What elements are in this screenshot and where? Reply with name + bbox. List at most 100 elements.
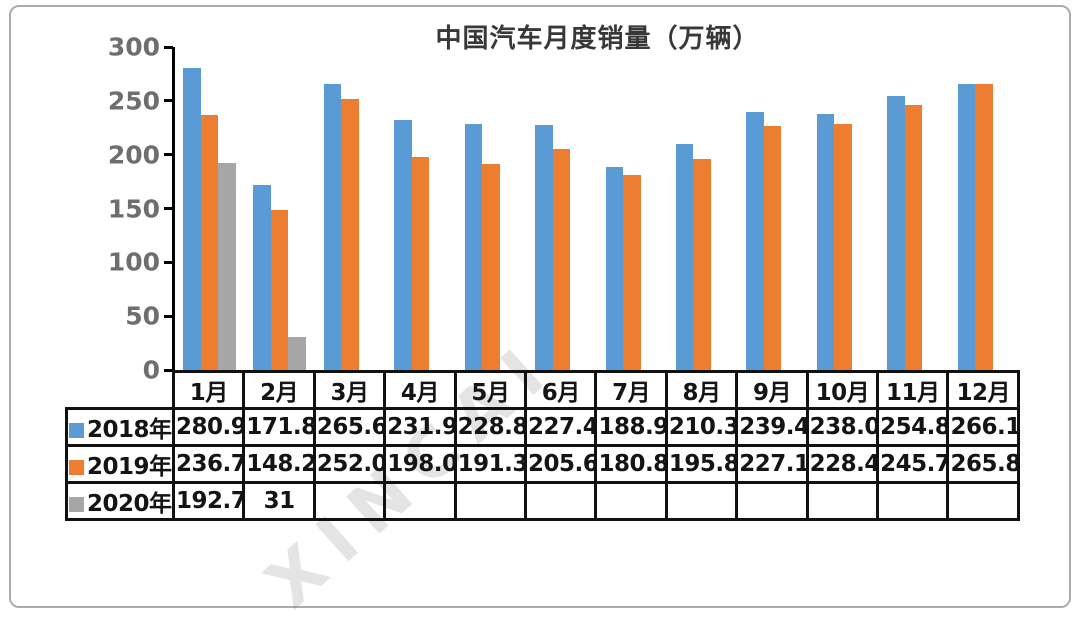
value-cell: 245.7 <box>876 444 950 484</box>
legend-swatch-icon <box>69 460 84 475</box>
bar-slot <box>411 47 430 370</box>
bar-slot <box>429 47 447 370</box>
value-cell: 180.8 <box>594 444 668 484</box>
month-header-cell: 10月 <box>805 370 880 410</box>
bar-2019年-11月 <box>904 105 923 370</box>
value-cell <box>805 481 880 521</box>
bar-slot <box>359 47 377 370</box>
bar-slot <box>288 47 306 370</box>
y-axis-tick-mark <box>164 260 173 264</box>
month-header-cell: 11月 <box>876 370 950 410</box>
value-cell <box>383 481 457 521</box>
bar-group-4月 <box>386 47 456 370</box>
table-row-2020年: 2020年 192.7 31 <box>65 481 1020 521</box>
value-cell: 236.7 <box>171 444 246 484</box>
bar-2020年-2月 <box>288 336 306 370</box>
corner-cell <box>67 372 174 409</box>
bar-2019年-9月 <box>763 125 782 370</box>
value-cell <box>876 481 950 521</box>
bar-2019年-2月 <box>270 210 289 370</box>
table-row-2018年: 2018年 280.9 171.8 265.6 231.9 228.8 227.4 188.9… <box>65 407 1020 447</box>
bar-group-12月 <box>950 47 1020 370</box>
bar-2019年-10月 <box>834 124 852 370</box>
month-header-cell: 2月 <box>242 370 316 410</box>
y-axis-tick-label: 50 <box>125 301 160 331</box>
y-axis-tick-mark <box>164 99 173 103</box>
bar-slot <box>641 47 659 370</box>
bar-slot <box>922 47 940 370</box>
bar-groups <box>175 47 1020 370</box>
bar-slot <box>200 47 218 370</box>
month-header-cell: 1月 <box>171 370 246 410</box>
y-axis-tick-mark <box>164 314 173 318</box>
bar-group-7月 <box>598 47 668 370</box>
legend-swatch-icon <box>69 423 84 438</box>
bar-2018年-8月 <box>675 143 694 370</box>
bar-group-1月 <box>175 47 245 370</box>
value-cell: 191.3 <box>453 444 528 484</box>
value-cell: 280.9 <box>171 407 246 447</box>
bar-2018年-9月 <box>746 112 764 370</box>
bar-slot <box>763 47 782 370</box>
value-cell: 254.8 <box>876 407 950 447</box>
legend-cell: 2019年 <box>65 444 175 484</box>
bar-slot <box>887 47 905 370</box>
bar-2019年-4月 <box>411 156 430 370</box>
value-cell <box>312 481 387 521</box>
bar-2019年-12月 <box>975 83 993 370</box>
y-axis-tick-mark <box>164 368 173 372</box>
value-cell: 227.1 <box>735 444 809 484</box>
value-cell: 238.0 <box>805 407 880 447</box>
bar-2018年-2月 <box>253 185 271 370</box>
bar-2018年-1月 <box>183 67 201 370</box>
bar-slot <box>834 47 852 370</box>
bar-2019年-1月 <box>200 115 218 370</box>
value-cell: 227.4 <box>524 407 598 447</box>
data-table: 1月 2月 3月 4月 5月 6月 7月 8月 9月 10月 11月 12月 2018年 280.9 17… <box>65 370 1020 521</box>
month-header-cell: 9月 <box>735 370 809 410</box>
bar-group-11月 <box>879 47 949 370</box>
value-cell: 266.1 <box>946 407 1020 447</box>
bar-group-5月 <box>457 47 527 370</box>
y-axis-tick-mark <box>164 207 173 210</box>
month-header-cell: 7月 <box>594 370 668 410</box>
bar-slot <box>711 47 729 370</box>
y-axis-tick-label: 250 <box>107 86 160 116</box>
bar-2020年-1月 <box>218 162 236 370</box>
bar-slot <box>975 47 993 370</box>
bar-slot <box>957 47 976 370</box>
bar-2019年-8月 <box>693 159 711 370</box>
y-axis-tick-label: 0 <box>142 355 160 385</box>
bar-group-9月 <box>738 47 808 370</box>
legend-swatch-icon <box>69 497 84 512</box>
bar-2018年-10月 <box>816 113 835 370</box>
value-cell: 231.9 <box>383 407 457 447</box>
y-axis-line <box>172 47 175 373</box>
y-axis-tick-mark <box>164 45 173 49</box>
bar-slot <box>781 47 799 370</box>
bar-slot <box>394 47 412 370</box>
value-cell: 265.8 <box>946 444 1020 484</box>
value-cell: 228.4 <box>805 444 880 484</box>
value-cell <box>946 481 1020 521</box>
bar-2019年-3月 <box>341 98 359 370</box>
y-axis-tick-label: 200 <box>107 140 160 170</box>
month-header-cell: 12月 <box>946 370 1020 410</box>
month-header-cell: 4月 <box>383 370 457 410</box>
value-cell: 239.4 <box>735 407 809 447</box>
bar-group-10月 <box>809 47 879 370</box>
month-header-cell: 6月 <box>524 370 598 410</box>
bar-slot <box>253 47 271 370</box>
value-cell: 148.2 <box>242 444 316 484</box>
bar-slot <box>464 47 483 370</box>
bar-slot <box>623 47 641 370</box>
bar-2018年-3月 <box>323 84 342 370</box>
value-cell: 228.8 <box>453 407 528 447</box>
bar-slot <box>218 47 236 370</box>
y-axis-tick-label: 300 <box>107 32 160 62</box>
value-cell <box>594 481 668 521</box>
chart-title: 中国汽车月度销量（万辆） <box>435 24 760 54</box>
value-cell: 265.6 <box>312 407 387 447</box>
bar-2018年-4月 <box>394 120 412 370</box>
month-header-cell: 8月 <box>664 370 739 410</box>
